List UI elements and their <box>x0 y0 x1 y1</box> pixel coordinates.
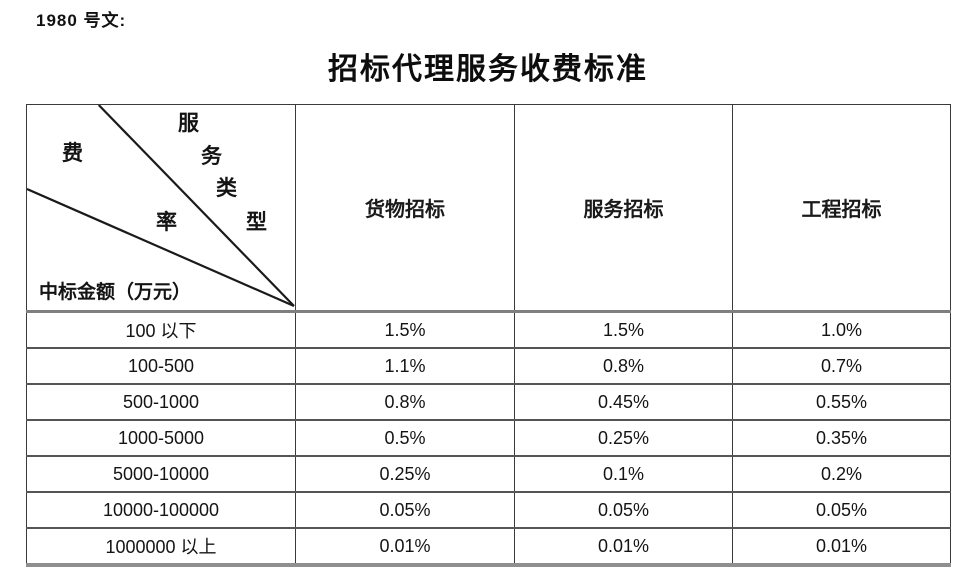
column-header-services-bidding: 服务招标 <box>514 104 733 313</box>
corner-label-bid-amount: 中标金额（万元） <box>39 282 192 303</box>
table-row: 1000000 以上 0.01% 0.01% 0.01% <box>26 527 951 567</box>
amount-range-cell: 100-500 <box>26 347 296 385</box>
goods-rate-cell: 0.8% <box>295 383 515 421</box>
engineering-rate-cell: 0.55% <box>732 383 951 421</box>
goods-rate-cell: 0.05% <box>295 491 515 529</box>
engineering-rate-cell: 1.0% <box>732 310 951 349</box>
amount-range-cell: 5000-10000 <box>26 455 296 493</box>
services-rate-cell: 0.45% <box>514 383 733 421</box>
engineering-rate-cell: 0.01% <box>732 527 951 567</box>
table-header-row: 服 务 类 型 费 率 中标金额（万元） 货物招标 服务招标 工程招标 <box>26 104 951 313</box>
table-row: 10000-100000 0.05% 0.05% 0.05% <box>26 491 951 529</box>
goods-rate-cell: 0.5% <box>295 419 515 457</box>
services-rate-cell: 0.01% <box>514 527 733 567</box>
goods-rate-cell: 1.1% <box>295 347 515 385</box>
table-row: 500-1000 0.8% 0.45% 0.55% <box>26 383 951 421</box>
diagonal-header-cell: 服 务 类 型 费 率 中标金额（万元） <box>26 104 296 313</box>
corner-label-service-type-char: 型 <box>246 210 267 234</box>
amount-range-cell: 500-1000 <box>26 383 296 421</box>
doc-reference-label: 1980 号文: <box>36 11 127 30</box>
table-row: 1000-5000 0.5% 0.25% 0.35% <box>26 419 951 457</box>
amount-range-cell: 1000000 以上 <box>26 527 296 567</box>
diagonal-divider-lines <box>27 105 295 308</box>
goods-rate-cell: 0.25% <box>295 455 515 493</box>
corner-label-service-type-char: 服 <box>178 111 199 135</box>
goods-rate-cell: 1.5% <box>295 310 515 349</box>
engineering-rate-cell: 0.05% <box>732 491 951 529</box>
goods-rate-cell: 0.01% <box>295 527 515 567</box>
corner-label-service-type-char: 务 <box>201 144 222 168</box>
column-header-engineering-bidding: 工程招标 <box>732 104 951 313</box>
corner-label-rate-char: 率 <box>156 210 177 234</box>
services-rate-cell: 0.1% <box>514 455 733 493</box>
table-row: 5000-10000 0.25% 0.1% 0.2% <box>26 455 951 493</box>
services-rate-cell: 0.05% <box>514 491 733 529</box>
fee-standard-table: 服 务 类 型 费 率 中标金额（万元） 货物招标 服务招标 工程招标 100 … <box>26 104 951 567</box>
engineering-rate-cell: 0.35% <box>732 419 951 457</box>
amount-range-cell: 100 以下 <box>26 310 296 349</box>
services-rate-cell: 0.25% <box>514 419 733 457</box>
engineering-rate-cell: 0.2% <box>732 455 951 493</box>
table-row: 100 以下 1.5% 1.5% 1.0% <box>26 310 951 349</box>
amount-range-cell: 10000-100000 <box>26 491 296 529</box>
page-title: 招标代理服务收费标准 <box>328 53 648 86</box>
engineering-rate-cell: 0.7% <box>732 347 951 385</box>
corner-label-service-type-char: 类 <box>216 176 237 200</box>
corner-label-fee-char: 费 <box>62 141 83 165</box>
table-row: 100-500 1.1% 0.8% 0.7% <box>26 347 951 385</box>
amount-range-cell: 1000-5000 <box>26 419 296 457</box>
column-header-goods-bidding: 货物招标 <box>295 104 515 313</box>
services-rate-cell: 1.5% <box>514 310 733 349</box>
services-rate-cell: 0.8% <box>514 347 733 385</box>
